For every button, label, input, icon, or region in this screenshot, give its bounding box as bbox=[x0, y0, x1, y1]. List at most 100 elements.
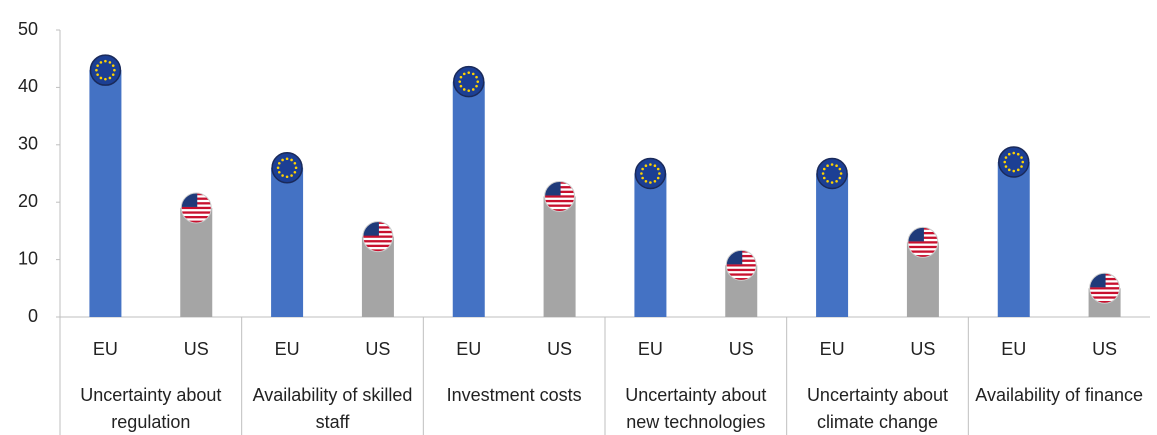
bar bbox=[271, 167, 304, 317]
flag-stripe bbox=[726, 273, 757, 276]
x-category-label: Availability of skilled staff bbox=[252, 385, 413, 432]
flag-star bbox=[826, 179, 829, 183]
y-tick-label: 10 bbox=[18, 248, 38, 268]
flag-stripe bbox=[1089, 300, 1120, 304]
flag-star bbox=[1016, 168, 1020, 172]
flag-circle bbox=[89, 54, 122, 86]
flag-body bbox=[544, 181, 575, 212]
y-tick-label: 0 bbox=[28, 306, 38, 326]
flag-star bbox=[108, 76, 112, 80]
x-subcategory-label: US bbox=[547, 339, 572, 359]
flag-star bbox=[1020, 156, 1023, 159]
flag-star bbox=[1004, 156, 1008, 159]
flag-star bbox=[830, 163, 834, 166]
x-subcategory-label: US bbox=[184, 339, 209, 359]
flag-stripe bbox=[1089, 287, 1120, 290]
flag-rim bbox=[907, 226, 939, 258]
x-category-label: Uncertainty about regulation bbox=[80, 385, 222, 432]
flag-stripe bbox=[726, 264, 757, 267]
flag-star bbox=[1004, 165, 1008, 168]
flag-star bbox=[276, 166, 280, 170]
flag-star bbox=[293, 170, 297, 174]
flag-star bbox=[111, 73, 115, 76]
flag-star bbox=[1003, 160, 1007, 164]
flag-stripe bbox=[907, 255, 938, 258]
flag-star bbox=[1007, 152, 1011, 156]
flag-rim bbox=[362, 221, 394, 253]
flag-star bbox=[1007, 168, 1011, 172]
flag-icon bbox=[362, 221, 394, 253]
bar bbox=[997, 162, 1030, 317]
flag-stripe bbox=[544, 195, 575, 198]
flag-icon bbox=[89, 54, 122, 86]
flag-stripe bbox=[181, 216, 212, 219]
flag-star bbox=[644, 164, 648, 168]
flag-star bbox=[96, 64, 99, 67]
flag-star bbox=[830, 181, 834, 184]
flag-stripe bbox=[362, 244, 393, 248]
flag-stripe bbox=[1089, 296, 1120, 299]
flag-star bbox=[99, 61, 103, 64]
flag-icon bbox=[998, 146, 1030, 178]
flag-rim bbox=[180, 192, 212, 224]
flag-star bbox=[649, 181, 652, 184]
flag-icon bbox=[271, 152, 303, 184]
flag-stripe bbox=[726, 278, 757, 281]
flag-star bbox=[658, 172, 661, 175]
x-subcategory-label: US bbox=[1092, 339, 1117, 359]
flag-star bbox=[290, 174, 293, 177]
flag-star bbox=[96, 73, 99, 76]
x-subcategory-label: EU bbox=[1001, 339, 1026, 359]
flag-circle bbox=[271, 152, 303, 184]
flag-stripe bbox=[544, 204, 575, 207]
x-subcategory-label: EU bbox=[638, 339, 663, 359]
flag-star bbox=[835, 164, 838, 168]
flag-star bbox=[822, 167, 826, 171]
y-tick-label: 30 bbox=[18, 134, 38, 154]
flag-stripe bbox=[181, 206, 212, 210]
bar bbox=[89, 70, 122, 318]
bar bbox=[180, 207, 213, 317]
flag-star bbox=[462, 72, 466, 76]
flag-star bbox=[290, 158, 293, 162]
bar bbox=[634, 173, 667, 317]
flag-star bbox=[467, 71, 471, 74]
y-tick-label: 20 bbox=[18, 191, 38, 211]
flag-star bbox=[649, 163, 652, 166]
flag-star bbox=[281, 158, 284, 162]
flag-star bbox=[475, 75, 478, 79]
flag-star bbox=[281, 174, 284, 177]
bar bbox=[543, 196, 576, 317]
flag-star bbox=[838, 167, 842, 171]
flag-star bbox=[471, 72, 475, 76]
x-subcategory-label: EU bbox=[820, 339, 845, 359]
flag-stripe bbox=[1089, 291, 1120, 295]
flag-star bbox=[1012, 169, 1016, 173]
flag-stripe bbox=[544, 209, 575, 212]
flag-star bbox=[462, 88, 466, 91]
flag-rim bbox=[1089, 272, 1121, 304]
bar bbox=[816, 173, 849, 317]
flag-star bbox=[467, 89, 471, 92]
flag-star bbox=[294, 166, 298, 170]
flag-rim bbox=[544, 180, 576, 212]
x-subcategory-label: EU bbox=[456, 339, 481, 359]
flag-icon bbox=[180, 192, 212, 224]
flag-stripe bbox=[544, 199, 575, 203]
flag-star bbox=[111, 64, 115, 67]
flag-star bbox=[1012, 151, 1016, 155]
flag-star bbox=[108, 61, 112, 64]
flag-stripe bbox=[181, 220, 212, 223]
flag-stripe bbox=[362, 235, 393, 238]
flag-icon bbox=[907, 226, 939, 258]
flag-star bbox=[285, 157, 289, 161]
x-subcategory-label: US bbox=[729, 339, 754, 359]
flag-star bbox=[653, 179, 657, 183]
y-tick-label: 50 bbox=[18, 19, 38, 39]
flag-stripe bbox=[907, 245, 938, 249]
flag-star bbox=[277, 161, 281, 165]
flag-star bbox=[656, 167, 660, 171]
flag-icon bbox=[453, 65, 485, 98]
flag-star bbox=[653, 164, 657, 168]
flag-star bbox=[277, 170, 281, 174]
